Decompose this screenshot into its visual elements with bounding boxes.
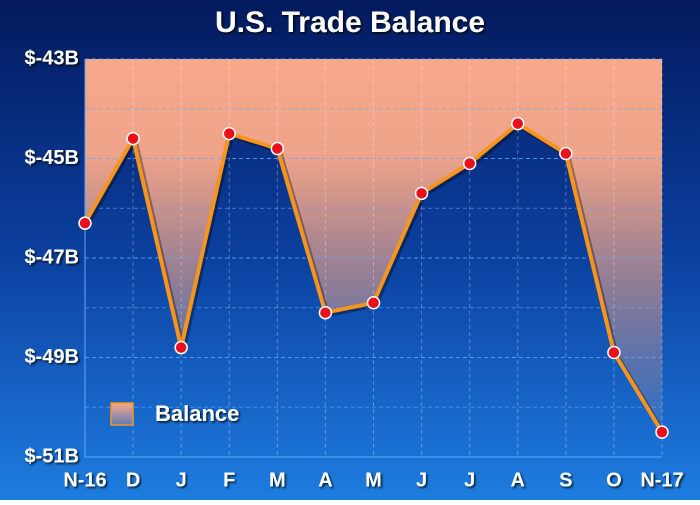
chart-title: U.S. Trade Balance xyxy=(215,6,485,39)
marker xyxy=(462,156,477,171)
x-tick-label: D xyxy=(126,469,140,491)
x-tick-label: J xyxy=(416,469,427,491)
y-tick-label: $-47B xyxy=(25,246,79,268)
legend-swatch xyxy=(110,402,134,426)
y-tick-label: $-43B xyxy=(25,47,79,69)
x-tick-label: S xyxy=(559,469,572,491)
y-tick-label: $-49B xyxy=(25,346,79,368)
legend-label: Balance xyxy=(155,401,239,426)
x-tick-label: A xyxy=(318,469,332,491)
marker xyxy=(366,296,381,310)
marker xyxy=(414,186,429,201)
x-tick-label: F xyxy=(223,469,235,491)
x-tick-label: J xyxy=(464,469,475,491)
x-tick-label: N-17 xyxy=(640,469,683,491)
x-tick-label: M xyxy=(269,469,286,491)
x-tick-label: M xyxy=(365,469,382,491)
area-fill xyxy=(85,59,662,433)
marker xyxy=(559,146,573,161)
marker xyxy=(78,216,92,230)
marker xyxy=(222,126,236,141)
y-tick-label: $-51B xyxy=(25,445,79,467)
x-tick-label: J xyxy=(176,469,187,491)
marker xyxy=(607,345,621,360)
marker xyxy=(655,425,669,439)
marker xyxy=(318,305,333,320)
x-tick-label: O xyxy=(606,469,622,491)
marker xyxy=(270,141,285,156)
y-tick-label: $-45B xyxy=(25,147,79,169)
marker xyxy=(511,116,525,131)
marker xyxy=(126,131,140,146)
x-tick-label: A xyxy=(511,469,525,491)
marker xyxy=(174,340,188,355)
x-tick-label: N-16 xyxy=(63,469,106,491)
